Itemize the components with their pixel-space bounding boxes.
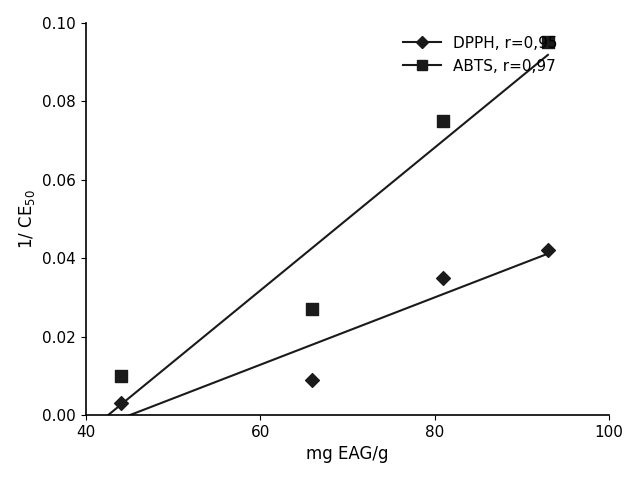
Point xyxy=(438,274,449,282)
Point xyxy=(438,117,449,125)
Point xyxy=(543,246,553,254)
Point xyxy=(116,399,126,407)
Legend: DPPH, r=0,95, ABTS, r=0,97: DPPH, r=0,95, ABTS, r=0,97 xyxy=(397,30,564,80)
Point xyxy=(307,305,317,313)
Point xyxy=(307,376,317,384)
Point xyxy=(543,38,553,46)
Y-axis label: 1/ CE$_{50}$: 1/ CE$_{50}$ xyxy=(17,189,36,249)
Point xyxy=(116,372,126,380)
X-axis label: mg EAG/g: mg EAG/g xyxy=(306,445,388,463)
